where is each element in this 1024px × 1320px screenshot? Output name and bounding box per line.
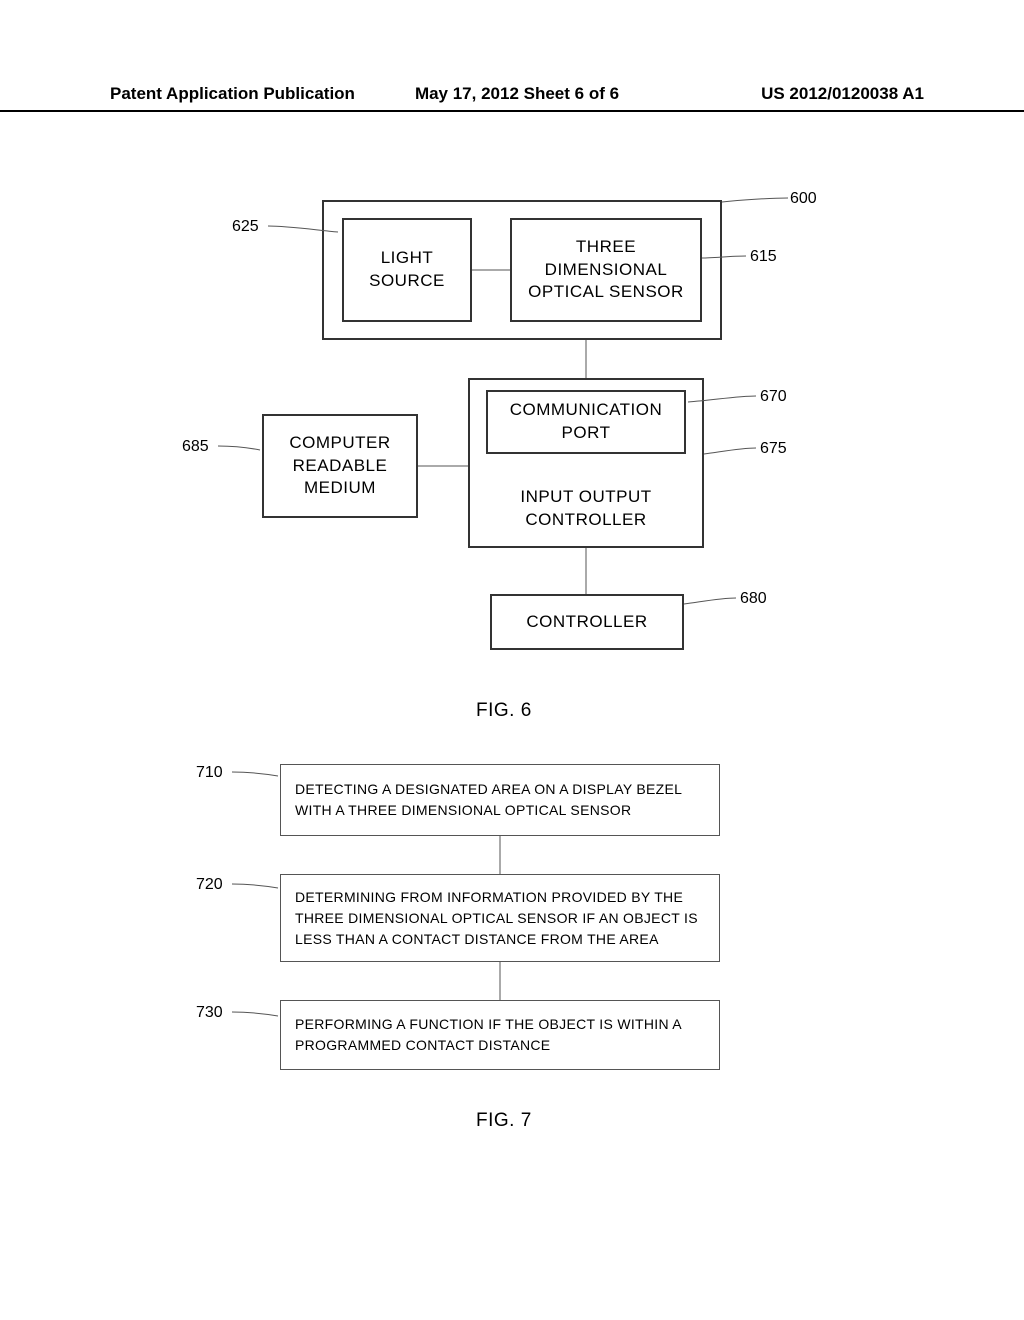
label-720: 720	[196, 876, 223, 894]
box-optical-sensor: THREEDIMENSIONALOPTICAL SENSOR	[510, 218, 702, 322]
fig6-caption: FIG. 6	[476, 700, 532, 722]
box-computer-readable-medium: COMPUTERREADABLEMEDIUM	[262, 414, 418, 518]
label-600: 600	[790, 190, 817, 208]
box-light-source-text: LIGHTSOURCE	[369, 247, 445, 293]
label-625: 625	[232, 218, 259, 236]
box-io-controller-text: INPUT OUTPUTCONTROLLER	[520, 486, 651, 532]
box-controller: CONTROLLER	[490, 594, 684, 650]
fig7-leaders	[232, 772, 278, 1016]
label-675: 675	[760, 440, 787, 458]
box-comm-port: COMMUNICATIONPORT	[486, 390, 686, 454]
diagram-area: LIGHTSOURCE THREEDIMENSIONALOPTICAL SENS…	[0, 0, 1024, 1320]
fig7-caption: FIG. 7	[476, 1110, 532, 1132]
box-controller-text: CONTROLLER	[526, 611, 647, 634]
flow-step-710: DETECTING A DESIGNATED AREA ON A DISPLAY…	[280, 764, 720, 836]
box-optical-sensor-text: THREEDIMENSIONALOPTICAL SENSOR	[528, 236, 684, 305]
label-670: 670	[760, 388, 787, 406]
box-light-source: LIGHTSOURCE	[342, 218, 472, 322]
label-680: 680	[740, 590, 767, 608]
label-615: 615	[750, 248, 777, 266]
flow-step-730-text: PERFORMING A FUNCTION IF THE OBJECT IS W…	[295, 1014, 705, 1056]
flow-step-720-text: DETERMINING FROM INFORMATION PROVIDED BY…	[295, 887, 705, 950]
box-crm-text: COMPUTERREADABLEMEDIUM	[289, 432, 390, 501]
flow-step-730: PERFORMING A FUNCTION IF THE OBJECT IS W…	[280, 1000, 720, 1070]
box-comm-port-text: COMMUNICATIONPORT	[510, 399, 663, 445]
label-730: 730	[196, 1004, 223, 1022]
label-685: 685	[182, 438, 209, 456]
flow-step-720: DETERMINING FROM INFORMATION PROVIDED BY…	[280, 874, 720, 962]
label-710: 710	[196, 764, 223, 782]
flow-step-710-text: DETECTING A DESIGNATED AREA ON A DISPLAY…	[295, 779, 705, 821]
